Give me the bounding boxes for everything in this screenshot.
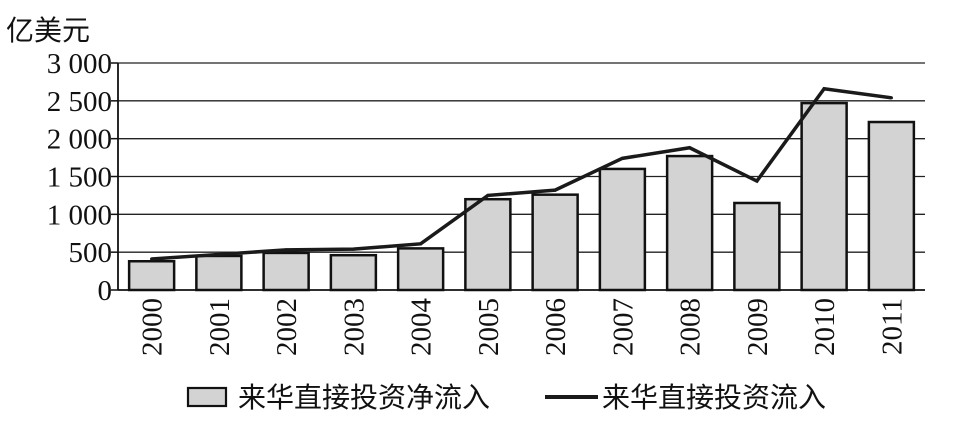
gridlines [118, 62, 925, 253]
y-tick-label: 0 [98, 275, 113, 307]
line-point-2005 [486, 193, 490, 198]
line-point-2007 [620, 156, 624, 160]
line-point-2011 [889, 96, 893, 100]
bar-2004 [396, 247, 445, 292]
line-point-2003 [351, 247, 355, 251]
bar-2003 [329, 253, 378, 292]
y-tick-label: 2 000 [47, 124, 112, 156]
x-tick-label: 2002 [271, 298, 303, 356]
legend-label-line: 来华直接投资流入 [602, 381, 826, 414]
line-point-2010 [822, 87, 826, 91]
x-tick-label: 2005 [473, 298, 505, 356]
y-tick-labels: 0 500 1 000 1 500 2 000 2 500 3 000 [47, 48, 112, 307]
line-point-2008 [688, 146, 692, 150]
line-point-2002 [284, 248, 288, 252]
x-tick-label: 2001 [204, 298, 236, 356]
bar-2008 [665, 154, 714, 292]
x-tick-label: 2006 [540, 298, 572, 356]
line-point-2009 [755, 179, 759, 183]
x-tick-label: 2003 [338, 298, 370, 356]
legend-swatch-bar [186, 386, 228, 408]
line-point-2001 [217, 252, 221, 257]
bar-2000 [127, 259, 176, 292]
bar-2009 [733, 201, 781, 292]
bar-2006 [531, 193, 579, 292]
axes [111, 62, 925, 291]
bar-2001 [195, 254, 243, 292]
x-tick-label: 2004 [406, 298, 438, 357]
bar-2005 [464, 197, 512, 292]
line-point-2006 [553, 188, 557, 192]
line-point-2004 [419, 242, 423, 246]
y-tick-label: 1 000 [47, 199, 112, 231]
x-tick-label: 2009 [742, 298, 774, 356]
line-来华直接投资流入 [151, 86, 892, 261]
y-tick-label: 500 [69, 237, 113, 269]
y-tick-label: 2 500 [47, 86, 112, 118]
legend-label-bar: 来华直接投资净流入 [238, 381, 490, 414]
bar-2010 [800, 101, 848, 292]
legend: 来华直接投资净流入 来华直接投资流入 [186, 381, 826, 414]
x-tick-labels: 2000 2001 2002 2003 2004 2005 2006 2007 2008 2009… [137, 298, 909, 357]
x-tick-label: 2010 [809, 298, 841, 356]
y-tick-label: 1 500 [47, 162, 112, 194]
y-tick-label: 3 000 [47, 48, 112, 80]
bar-2007 [598, 167, 647, 292]
bar-2011 [867, 120, 916, 292]
x-tick-label: 2007 [607, 298, 639, 356]
x-tick-label: 2008 [675, 298, 707, 356]
x-tick-label: 2011 [876, 298, 908, 355]
bar-2002 [262, 251, 310, 292]
line-point-2000 [150, 257, 154, 261]
x-tick-label: 2000 [137, 298, 169, 356]
line-series [150, 86, 893, 261]
y-axis-unit-label: 亿美元 [6, 14, 90, 47]
bar-series [127, 101, 916, 292]
